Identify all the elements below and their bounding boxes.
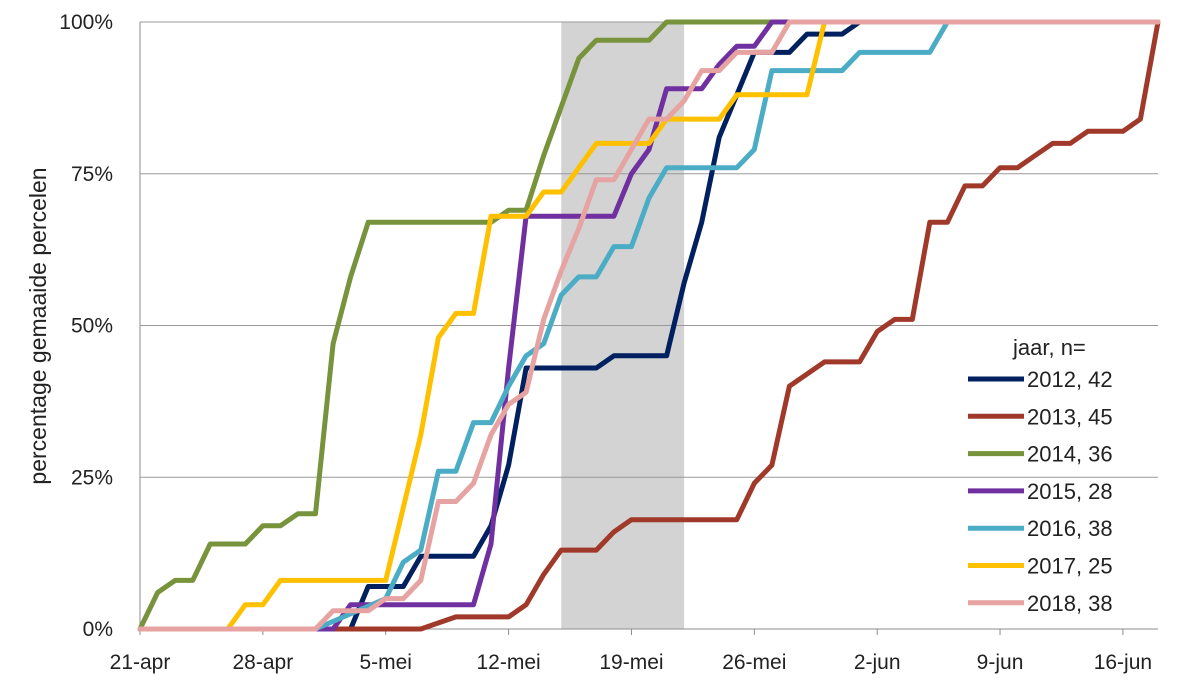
x-tick-label: 9-jun [977,651,1024,674]
y-tick-label: 0% [83,618,113,641]
legend-label: 2012, 42 [1027,367,1113,392]
x-tick-label: 5-mei [359,651,412,674]
legend: jaar, n= 2012, 42 2013, 45 2014, 36 2015, 28… [968,335,1113,616]
y-axis-title: percentage gemaaide percelen [25,167,51,484]
series-line-5 [137,19,1161,632]
series-lines [137,19,1161,632]
x-tick-label: 19-mei [599,651,663,674]
x-tick-label: 16-jun [1094,651,1152,674]
y-tick-label: 100% [59,11,113,34]
x-tick-label: 26-mei [722,651,786,674]
axes: 0% 25% 50% 75% 100% 21-apr 28-apr 5-mei 12-mei 19… [59,11,1158,674]
series-line-1 [137,19,1161,632]
x-tick-label: 21-apr [110,651,171,674]
series-line-4 [137,19,1161,632]
y-tick-label: 75% [71,163,113,186]
x-tick-label: 12-mei [476,651,540,674]
legend-label: 2016, 38 [1027,516,1113,541]
gridlines [140,21,1158,478]
x-tick-label: 28-apr [233,651,294,674]
series-line-6 [137,19,1161,632]
legend-title: jaar, n= [1012,335,1086,360]
legend-label: 2015, 28 [1027,479,1113,504]
legend-label: 2017, 25 [1027,554,1113,579]
y-tick-label: 25% [71,466,113,489]
legend-label: 2018, 38 [1027,591,1113,616]
y-tick-label: 50% [71,315,113,338]
series-line-2 [137,19,775,632]
legend-label: 2014, 36 [1027,442,1113,467]
legend-label: 2013, 45 [1027,404,1113,429]
x-tick-label: 2-jun [854,651,901,674]
series-line-3 [137,19,792,632]
